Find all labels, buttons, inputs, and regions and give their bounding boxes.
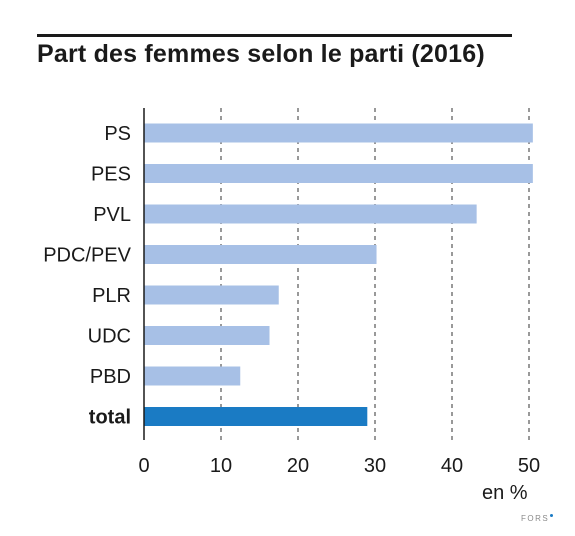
category-label-udc: UDC [88,326,131,348]
x-tick-label-30: 30 [364,455,386,477]
x-tick-label-10: 10 [210,455,232,477]
category-label-pes: PES [91,164,131,186]
category-label-pdc-pev: PDC/PEV [43,245,131,267]
x-tick-label-50: 50 [518,455,540,477]
x-tick-label-0: 0 [138,455,149,477]
x-tick-label-40: 40 [441,455,463,477]
bar-pdc-pev [144,245,377,264]
bar-pvl [144,204,477,224]
bars [144,123,533,426]
chart-title: Part des femmes selon le parti (2016) [37,40,485,68]
source-dot-icon [550,514,554,517]
bar-pbd [144,366,241,386]
gridlines [220,108,530,440]
category-label-pbd: PBD [90,366,131,388]
title-rule [37,34,512,37]
bar-ps [144,123,533,143]
category-label-plr: PLR [92,285,131,307]
bar-plr [144,285,279,305]
category-labels: PS PES PVL PDC/PEV PLR UDC PBD total [43,123,131,429]
source-text: FORS [521,514,550,523]
bar-total [144,407,368,426]
category-label-ps: PS [104,123,131,145]
source-credit: FORS [521,514,554,523]
category-label-total: total [89,407,131,429]
x-tick-label-20: 20 [287,455,309,477]
x-tick-labels: 0 10 20 30 40 50 [138,455,540,477]
category-label-pvl: PVL [93,204,131,226]
bar-udc [144,326,270,345]
x-axis-unit-label: en % [482,482,528,504]
bar-pes [144,164,533,183]
